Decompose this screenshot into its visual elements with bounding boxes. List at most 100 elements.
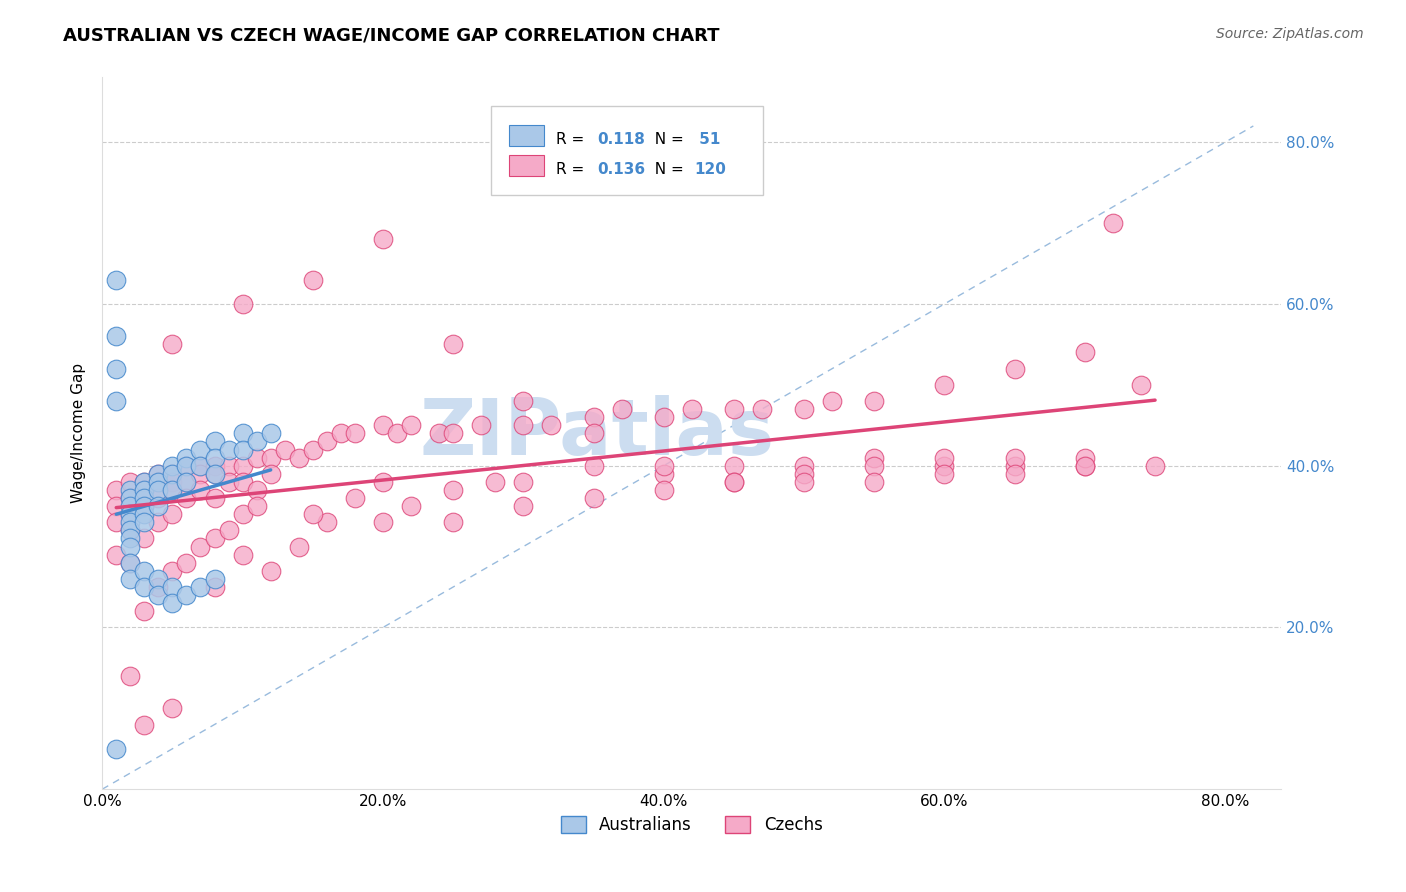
FancyBboxPatch shape bbox=[491, 106, 762, 194]
Point bbox=[681, 402, 703, 417]
Point bbox=[246, 450, 269, 465]
Point bbox=[582, 410, 605, 425]
Point bbox=[371, 475, 394, 489]
Point bbox=[934, 450, 956, 465]
Point bbox=[441, 426, 464, 441]
Point bbox=[246, 483, 269, 497]
Point bbox=[343, 491, 366, 505]
Point bbox=[120, 507, 142, 521]
Text: 120: 120 bbox=[695, 162, 725, 178]
Point bbox=[218, 442, 240, 457]
Point bbox=[343, 426, 366, 441]
Point bbox=[329, 426, 352, 441]
Point bbox=[120, 507, 142, 521]
Point bbox=[821, 394, 844, 409]
Point bbox=[134, 499, 156, 513]
Point bbox=[120, 516, 142, 530]
Point bbox=[134, 516, 156, 530]
Point bbox=[162, 596, 184, 610]
Point bbox=[176, 475, 198, 489]
Point bbox=[610, 402, 633, 417]
Point bbox=[218, 475, 240, 489]
Point bbox=[1074, 458, 1097, 473]
Point bbox=[512, 394, 534, 409]
Point bbox=[441, 483, 464, 497]
Legend: Australians, Czechs: Australians, Czechs bbox=[561, 816, 823, 834]
Text: N =: N = bbox=[644, 132, 689, 147]
Text: N =: N = bbox=[644, 162, 689, 178]
Point bbox=[204, 458, 226, 473]
Point bbox=[1074, 345, 1097, 359]
Point bbox=[863, 458, 886, 473]
Point bbox=[863, 450, 886, 465]
Point bbox=[315, 434, 337, 449]
Point bbox=[301, 442, 323, 457]
Point bbox=[120, 524, 142, 538]
Point bbox=[1074, 450, 1097, 465]
Point bbox=[120, 499, 142, 513]
Point bbox=[652, 467, 675, 481]
Point bbox=[399, 418, 422, 433]
Point bbox=[582, 426, 605, 441]
Point bbox=[120, 532, 142, 546]
Point bbox=[120, 491, 142, 505]
Point bbox=[148, 516, 170, 530]
Point bbox=[105, 329, 128, 343]
Point bbox=[204, 532, 226, 546]
Point bbox=[162, 467, 184, 481]
Y-axis label: Wage/Income Gap: Wage/Income Gap bbox=[72, 363, 86, 503]
Point bbox=[1074, 458, 1097, 473]
Point bbox=[218, 524, 240, 538]
Point bbox=[120, 483, 142, 497]
Point bbox=[512, 499, 534, 513]
Point bbox=[120, 556, 142, 570]
Point bbox=[371, 418, 394, 433]
Point bbox=[204, 491, 226, 505]
Point bbox=[232, 475, 254, 489]
Point bbox=[863, 475, 886, 489]
Point bbox=[134, 532, 156, 546]
Point bbox=[723, 402, 745, 417]
Point bbox=[260, 426, 283, 441]
Point bbox=[204, 450, 226, 465]
Point bbox=[162, 467, 184, 481]
Point bbox=[427, 426, 450, 441]
Point bbox=[162, 564, 184, 578]
Text: Source: ZipAtlas.com: Source: ZipAtlas.com bbox=[1216, 27, 1364, 41]
Point bbox=[582, 491, 605, 505]
Point bbox=[105, 273, 128, 287]
Point bbox=[120, 524, 142, 538]
Point bbox=[120, 540, 142, 554]
Point bbox=[512, 475, 534, 489]
Point bbox=[232, 426, 254, 441]
Point bbox=[512, 418, 534, 433]
Point bbox=[934, 467, 956, 481]
Point bbox=[1130, 377, 1153, 392]
Point bbox=[793, 458, 815, 473]
Point bbox=[190, 580, 212, 594]
Text: R =: R = bbox=[557, 132, 589, 147]
Point bbox=[723, 475, 745, 489]
Point bbox=[1004, 450, 1026, 465]
Point bbox=[793, 475, 815, 489]
Point bbox=[148, 475, 170, 489]
Point bbox=[190, 483, 212, 497]
Point bbox=[204, 580, 226, 594]
Point bbox=[190, 458, 212, 473]
Point bbox=[148, 588, 170, 602]
Point bbox=[301, 507, 323, 521]
Point bbox=[246, 434, 269, 449]
Point bbox=[176, 458, 198, 473]
Point bbox=[204, 467, 226, 481]
Point bbox=[162, 580, 184, 594]
Point bbox=[134, 499, 156, 513]
Point bbox=[260, 564, 283, 578]
Point bbox=[793, 467, 815, 481]
Point bbox=[260, 467, 283, 481]
Point bbox=[176, 491, 198, 505]
Point bbox=[105, 499, 128, 513]
Point bbox=[120, 475, 142, 489]
Point bbox=[134, 564, 156, 578]
Point bbox=[162, 483, 184, 497]
Point bbox=[148, 499, 170, 513]
